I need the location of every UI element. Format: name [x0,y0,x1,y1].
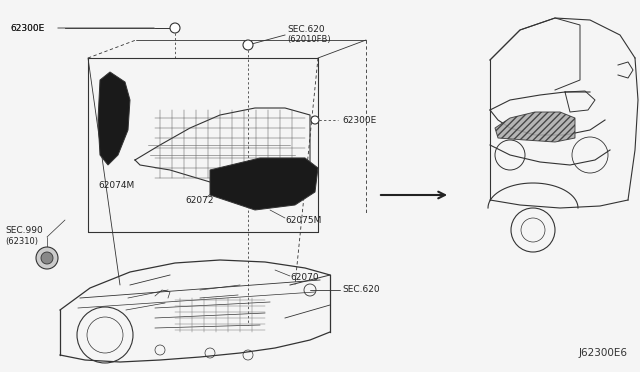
Text: 62074M: 62074M [98,180,134,189]
Circle shape [170,23,180,33]
Text: 62300E: 62300E [342,115,376,125]
Polygon shape [210,158,318,210]
Polygon shape [495,112,575,142]
Text: 62070: 62070 [290,273,319,282]
Text: 62072: 62072 [185,196,214,205]
Text: SEC.620: SEC.620 [342,285,380,295]
Text: 62300E: 62300E [10,23,44,32]
Text: J62300E6: J62300E6 [579,348,628,358]
Text: 62075M: 62075M [285,215,321,224]
Text: 62300E: 62300E [10,23,44,32]
Polygon shape [98,72,130,165]
Circle shape [41,252,53,264]
Text: (62010FB): (62010FB) [287,35,331,44]
Text: SEC.990: SEC.990 [5,225,43,234]
Circle shape [36,247,58,269]
Text: (62310): (62310) [5,237,38,246]
Circle shape [311,116,319,124]
Text: SEC.620: SEC.620 [287,25,324,33]
Circle shape [243,40,253,50]
